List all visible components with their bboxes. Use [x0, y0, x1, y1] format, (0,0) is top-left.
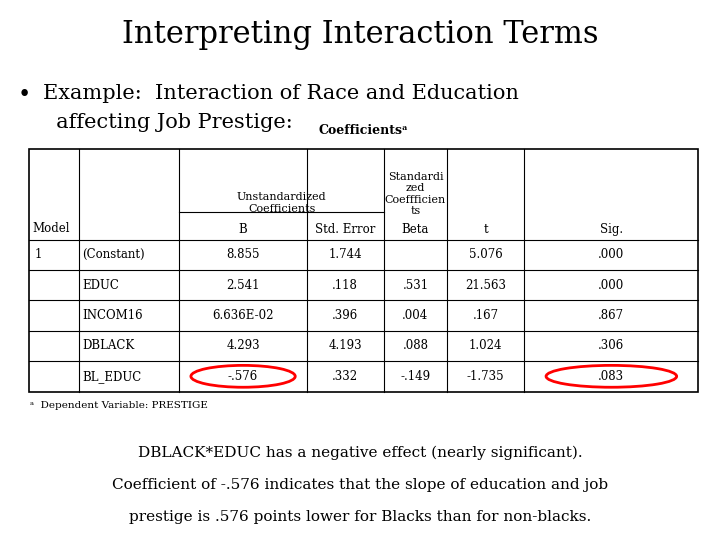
- Text: 21.563: 21.563: [465, 279, 506, 292]
- Text: t: t: [484, 224, 488, 237]
- Text: 1: 1: [35, 248, 42, 261]
- Text: BL_EDUC: BL_EDUC: [83, 370, 142, 383]
- Text: .088: .088: [402, 340, 428, 353]
- Text: .167: .167: [473, 309, 499, 322]
- Text: Example:  Interaction of Race and Education: Example: Interaction of Race and Educati…: [43, 84, 519, 103]
- Text: -.576: -.576: [228, 370, 258, 383]
- Text: •: •: [18, 84, 31, 106]
- Text: Standardi
zed
Coeffficien
ts: Standardi zed Coeffficien ts: [385, 172, 446, 217]
- Text: DBLACK*EDUC has a negative effect (nearly significant).: DBLACK*EDUC has a negative effect (nearl…: [138, 446, 582, 460]
- Text: INCOM16: INCOM16: [83, 309, 143, 322]
- Text: EDUC: EDUC: [83, 279, 120, 292]
- Text: 6.636E-02: 6.636E-02: [212, 309, 274, 322]
- Text: Unstandardized
Coefficients: Unstandardized Coefficients: [237, 192, 326, 214]
- Text: 1.024: 1.024: [469, 340, 503, 353]
- Text: ᵃ  Dependent Variable: PRESTIGE: ᵃ Dependent Variable: PRESTIGE: [30, 401, 208, 410]
- Text: Beta: Beta: [402, 224, 429, 237]
- Text: 4.293: 4.293: [226, 340, 260, 353]
- Text: .531: .531: [402, 279, 428, 292]
- Text: .306: .306: [598, 340, 624, 353]
- Text: 4.193: 4.193: [328, 340, 362, 353]
- Text: Interpreting Interaction Terms: Interpreting Interaction Terms: [122, 19, 598, 50]
- Text: B: B: [239, 224, 248, 237]
- Text: affecting Job Prestige:: affecting Job Prestige:: [43, 113, 293, 132]
- Text: -.149: -.149: [400, 370, 431, 383]
- Text: .000: .000: [598, 279, 624, 292]
- Text: Coefficientsᵃ: Coefficientsᵃ: [319, 124, 408, 137]
- Text: .118: .118: [332, 279, 358, 292]
- Text: 8.855: 8.855: [226, 248, 260, 261]
- Text: (Constant): (Constant): [83, 248, 145, 261]
- Text: 5.076: 5.076: [469, 248, 503, 261]
- Text: .867: .867: [598, 309, 624, 322]
- Text: .000: .000: [598, 248, 624, 261]
- Text: Coefficient of -.576 indicates that the slope of education and job: Coefficient of -.576 indicates that the …: [112, 478, 608, 492]
- Text: Std. Error: Std. Error: [315, 224, 375, 237]
- Text: 1.744: 1.744: [328, 248, 362, 261]
- Text: .004: .004: [402, 309, 428, 322]
- Text: -1.735: -1.735: [467, 370, 505, 383]
- Text: .396: .396: [332, 309, 359, 322]
- Text: DBLACK: DBLACK: [83, 340, 135, 353]
- Text: prestige is .576 points lower for Blacks than for non-blacks.: prestige is .576 points lower for Blacks…: [129, 510, 591, 524]
- Text: .083: .083: [598, 370, 624, 383]
- Text: .332: .332: [332, 370, 359, 383]
- Text: Model: Model: [32, 222, 70, 235]
- Text: 2.541: 2.541: [226, 279, 260, 292]
- Text: Sig.: Sig.: [600, 224, 623, 237]
